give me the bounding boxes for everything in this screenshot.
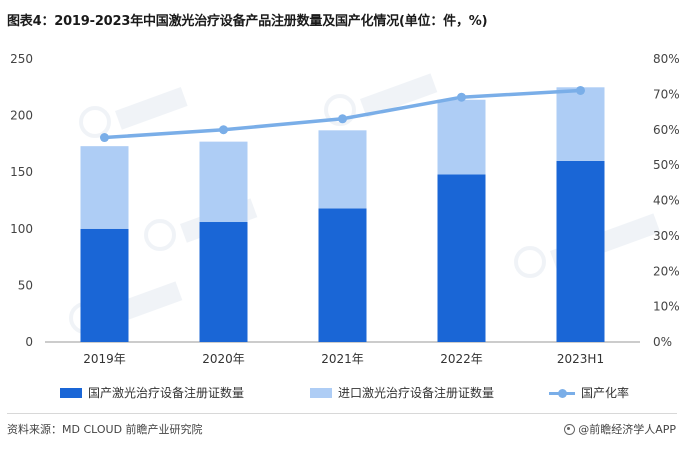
- bar-segment: [80, 228, 129, 342]
- brand-logo-icon: [564, 423, 576, 435]
- bar-segment: [318, 130, 367, 209]
- legend-swatch-imported: [310, 387, 332, 398]
- legend: 国产激光治疗设备注册证数量 进口激光治疗设备注册证数量 国产化率: [0, 384, 684, 404]
- legend-item-domestic: 国产激光治疗设备注册证数量: [60, 384, 244, 401]
- legend-label-domestic: 国产激光治疗设备注册证数量: [88, 386, 245, 400]
- bar-segment: [556, 160, 605, 342]
- chart-title: 图表4：2019-2023年中国激光治疗设备产品注册数量及国产化情况(单位：件，…: [7, 14, 488, 29]
- rate-point: [100, 133, 109, 143]
- y-left-tick-label: 50: [18, 278, 33, 292]
- plot-area: 0 50 100 150 200 250 0% 10% 20% 30% 40% 50% 60% 70% 80…: [10, 52, 680, 366]
- y-left-tick-label: 150: [10, 165, 33, 179]
- y-right-tick-label: 30%: [653, 229, 680, 243]
- bar-segment: [199, 141, 248, 223]
- watermark-logo: [79, 87, 188, 138]
- brand-credit-text: @前瞻经济学人APP: [578, 423, 676, 436]
- y-right-tick-label: 80%: [653, 52, 680, 66]
- bar-segment: [437, 99, 486, 175]
- bar-segment: [318, 208, 367, 342]
- watermark-logo: [324, 73, 438, 126]
- y-right-tick-label: 70%: [653, 87, 680, 101]
- x-tick-label: 2019年: [83, 352, 126, 366]
- legend-swatch-rate: [549, 387, 575, 399]
- legend-item-rate: 国产化率: [549, 384, 629, 401]
- chart-svg: 0 50 100 150 200 250 0% 10% 20% 30% 40% 50% 60% 70% 80…: [10, 52, 680, 366]
- bar-segment: [80, 146, 129, 229]
- rate-point: [457, 92, 466, 102]
- source-note: 资料来源：MD CLOUD 前瞻产业研究院: [7, 423, 203, 436]
- y-right-tick-label: 0%: [653, 335, 672, 349]
- rate-point: [576, 85, 585, 95]
- y-left-tick-label: 0: [25, 335, 33, 349]
- footer-divider: [7, 413, 677, 414]
- y-left-tick-label: 250: [10, 52, 33, 66]
- legend-item-imported: 进口激光治疗设备注册证数量: [310, 384, 494, 401]
- y-left-tick-label: 100: [10, 222, 33, 236]
- brand-credit: @前瞻经济学人APP: [564, 421, 676, 437]
- legend-swatch-domestic: [60, 387, 82, 398]
- y-right-tick-label: 50%: [653, 158, 680, 172]
- y-right-tick-label: 40%: [653, 194, 680, 208]
- rate-point: [338, 114, 347, 124]
- bar-segment: [437, 174, 486, 342]
- legend-label-imported: 进口激光治疗设备注册证数量: [338, 386, 495, 400]
- y-right-tick-label: 10%: [653, 300, 680, 314]
- legend-label-rate: 国产化率: [581, 386, 630, 400]
- y-right-tick-label: 60%: [653, 123, 680, 137]
- x-tick-label: 2020年: [202, 352, 245, 366]
- y-right-tick-label: 20%: [653, 264, 680, 278]
- x-tick-label: 2021年: [321, 352, 364, 366]
- x-tick-label: 2022年: [440, 352, 483, 366]
- bar-segment: [556, 87, 605, 161]
- rate-point: [219, 125, 228, 135]
- y-left-tick-label: 200: [10, 109, 33, 123]
- x-tick-label: 2023H1: [557, 352, 604, 366]
- bar-segment: [199, 222, 248, 342]
